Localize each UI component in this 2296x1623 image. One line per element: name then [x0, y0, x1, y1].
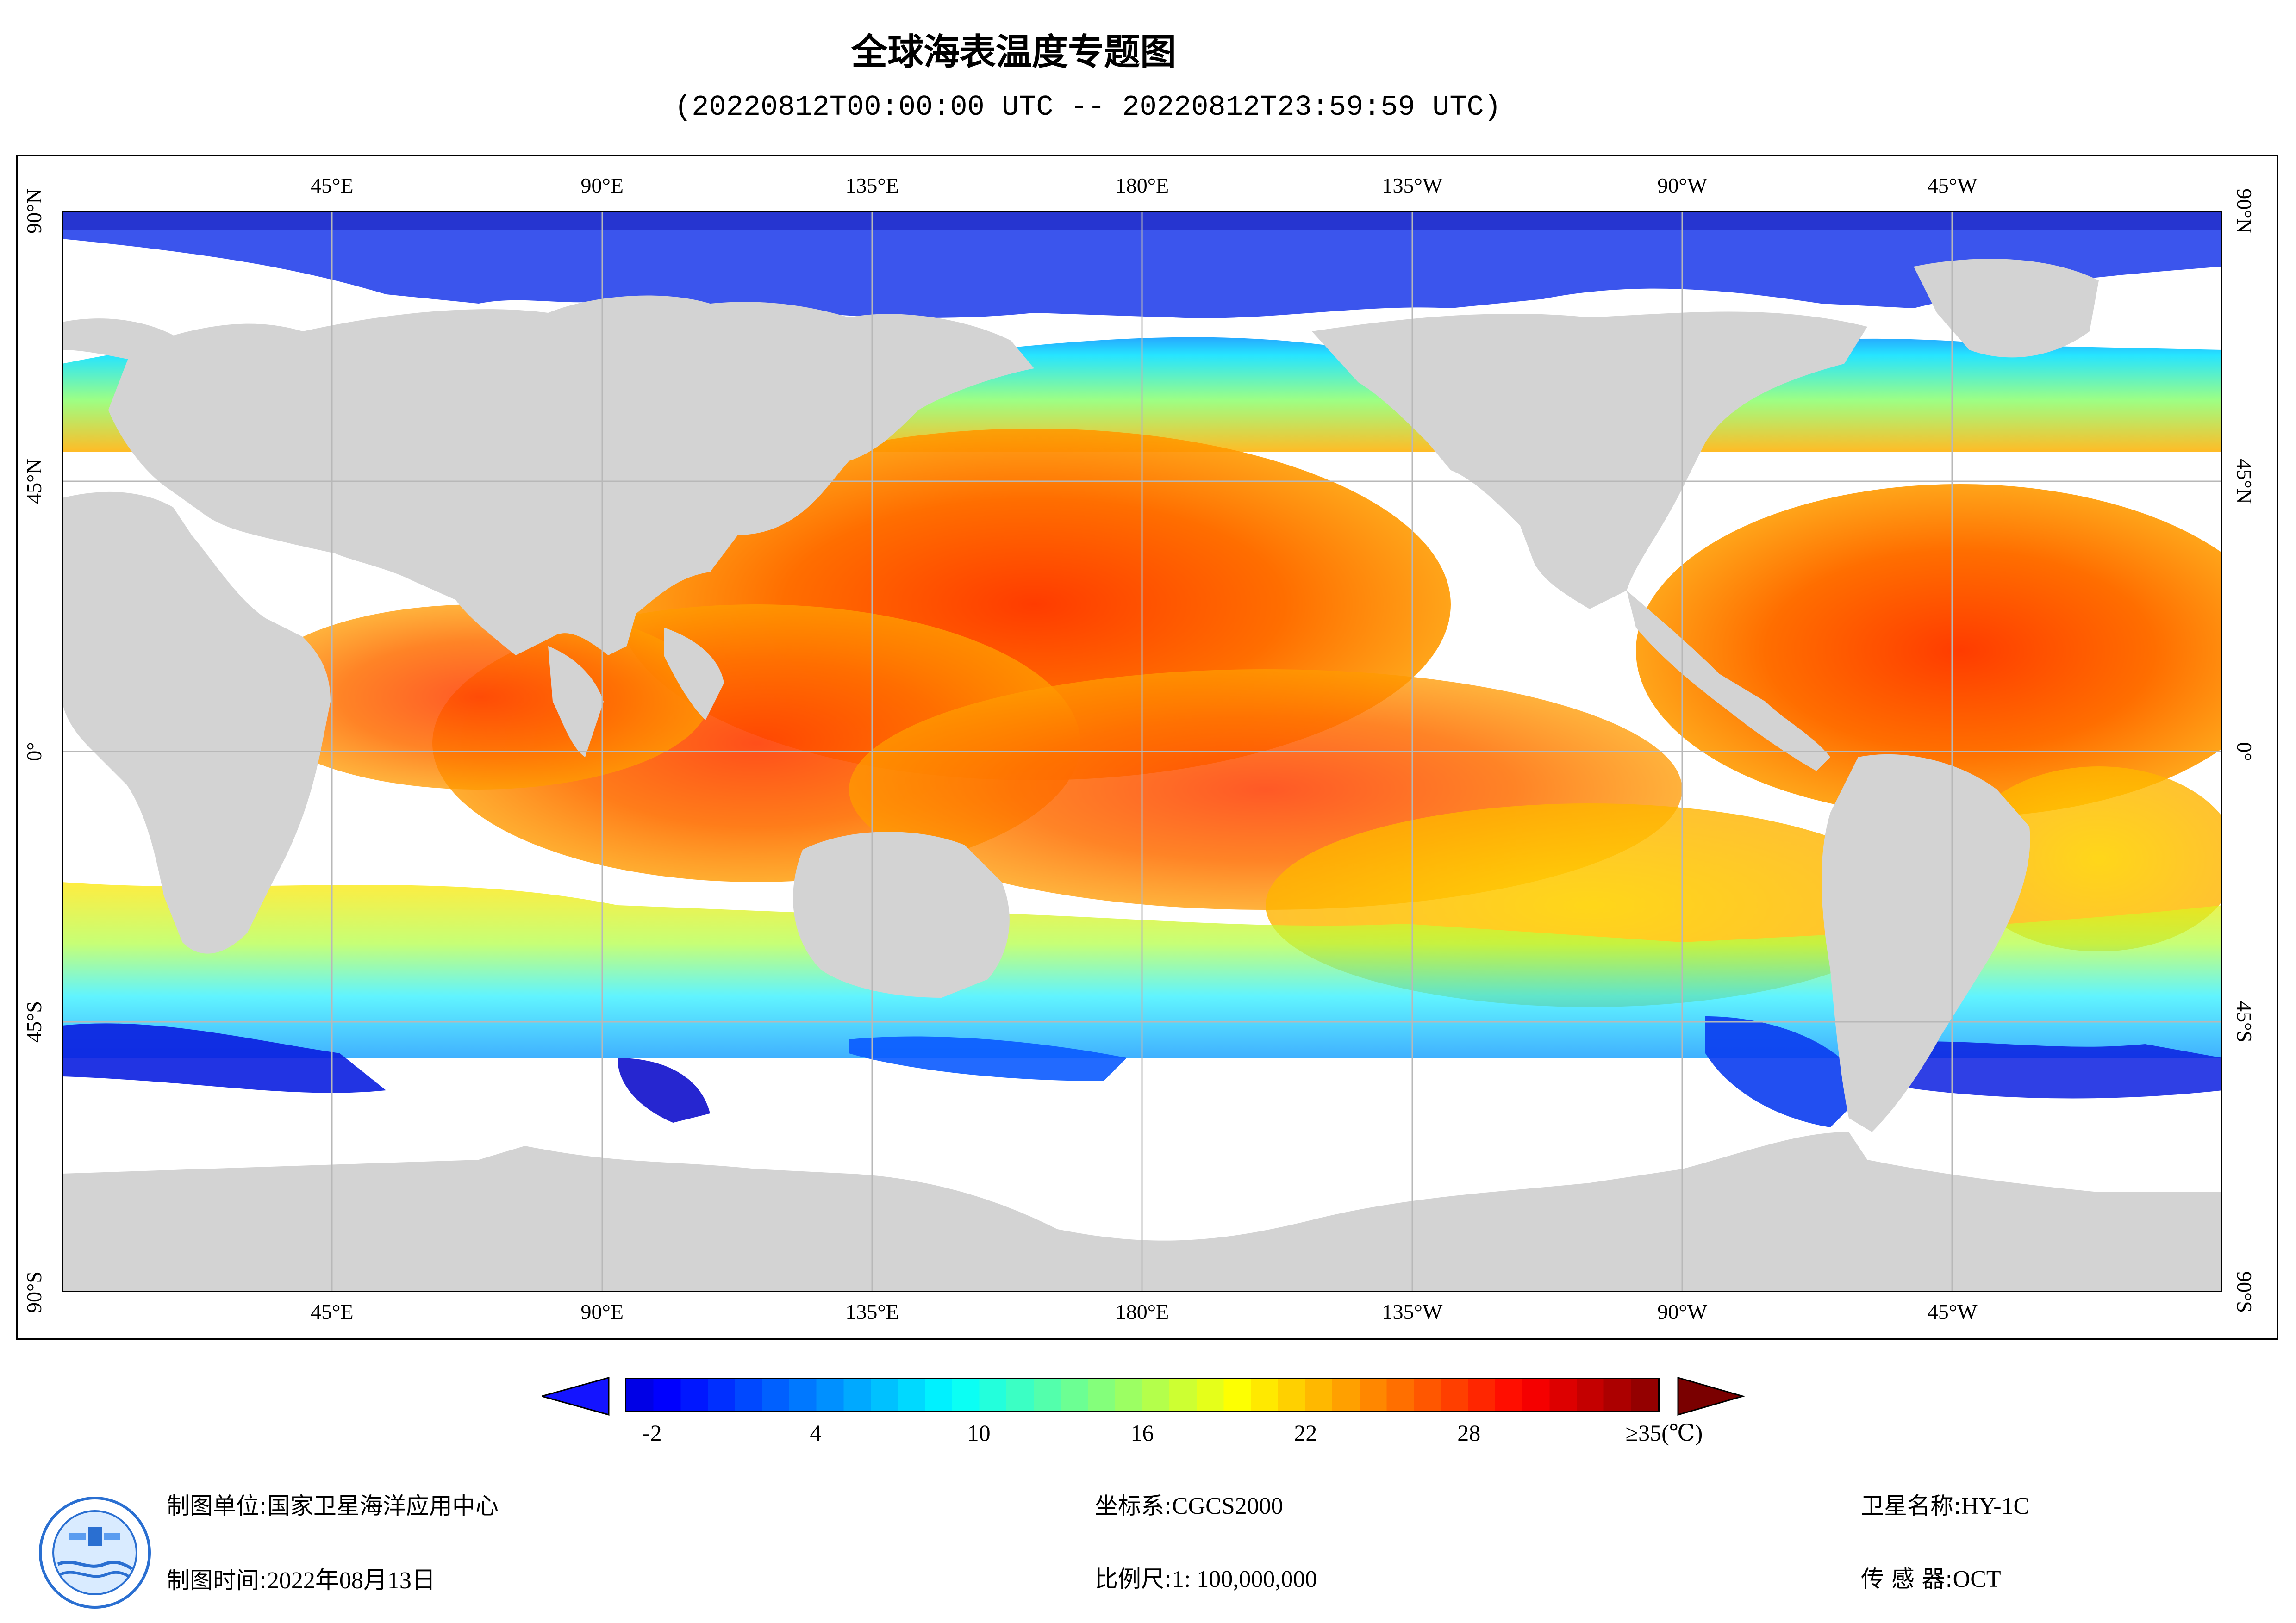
lon-label-top-4: 135°W	[1382, 174, 1443, 197]
lat-label-left-2: 0°	[22, 742, 46, 761]
eurasia	[108, 295, 1034, 655]
lat-label-right-3: 45°S	[2233, 1001, 2256, 1043]
scale-label: 比例尺:	[1095, 1566, 1172, 1592]
lon-label-top-1: 90°E	[580, 174, 624, 197]
southern-ocean-cold-3	[1705, 1016, 1867, 1127]
south-america	[1822, 754, 2030, 1132]
indian-subcontinent	[548, 646, 604, 757]
colorbar-tick-0: -2	[642, 1420, 662, 1446]
colorbar	[542, 1375, 1745, 1417]
nsoas-logo-icon	[39, 1497, 151, 1609]
scale: 比例尺:1: 100,000,000	[1095, 1561, 1317, 1594]
lon-label-bottom-1: 90°E	[580, 1300, 624, 1324]
mapping-time-label: 制图时间:	[167, 1567, 267, 1594]
map-inner-border	[62, 211, 2222, 1292]
lat-label-left-0: 90°N	[22, 188, 46, 234]
sensor-value: OCT	[1953, 1566, 2001, 1592]
lon-label-top-2: 135°E	[845, 174, 899, 197]
northern-europe-fragment	[62, 318, 182, 364]
mapping-unit-label: 制图单位:	[167, 1492, 267, 1519]
crs-label: 坐标系:	[1095, 1492, 1172, 1519]
map-title: 全球海表温度专题图	[851, 31, 1176, 73]
lon-label-top-0: 45°E	[311, 174, 354, 197]
colorbar-tick-6: ≥35(℃)	[1625, 1420, 1703, 1446]
lon-label-bottom-5: 90°W	[1657, 1300, 1708, 1324]
mapping-unit: 制图单位:国家卫星海洋应用中心	[167, 1487, 499, 1521]
southern-ocean-cold-5	[618, 1058, 710, 1123]
crs-value: CGCS2000	[1172, 1493, 1283, 1519]
lat-label-right-0: 90°N	[2233, 188, 2256, 234]
north-america	[1312, 311, 1867, 609]
lon-label-bottom-3: 180°E	[1115, 1300, 1169, 1324]
indochina	[664, 628, 724, 720]
central-america	[1627, 591, 1830, 771]
lat-label-left-3: 45°S	[22, 1001, 46, 1043]
lon-label-bottom-2: 135°E	[845, 1300, 899, 1324]
sensor-label: 传 感 器:	[1861, 1566, 1953, 1592]
graticule	[62, 211, 2222, 1292]
satellite: 卫星名称:HY-1C	[1861, 1487, 2029, 1521]
sst-map[interactable]	[62, 211, 2222, 1292]
colorbar-high-arrow	[1677, 1377, 1745, 1416]
mapping-time-value: 2022年08月13日	[267, 1567, 436, 1594]
map-frame	[16, 155, 2278, 1340]
lon-label-top-6: 45°W	[1927, 174, 1978, 197]
colorbar-tick-3: 16	[1130, 1420, 1154, 1446]
crs: 坐标系:CGCS2000	[1095, 1487, 1283, 1521]
colorbar-tick-2: 10	[967, 1420, 991, 1446]
scale-value: 1: 100,000,000	[1172, 1566, 1317, 1592]
southern-ocean-cold-1	[62, 1023, 386, 1093]
africa	[62, 491, 331, 954]
lat-label-left-1: 45°N	[22, 459, 46, 504]
satellite-label: 卫星名称:	[1861, 1492, 1961, 1519]
lon-label-bottom-6: 45°W	[1927, 1300, 1978, 1324]
south-atlantic-yellow	[1960, 766, 2222, 951]
mapping-time: 制图时间:2022年08月13日	[167, 1561, 436, 1595]
lat-label-left-4: 90°S	[22, 1271, 46, 1313]
sensor: 传 感 器:OCT	[1861, 1561, 2001, 1594]
lat-label-right-1: 45°N	[2233, 459, 2256, 504]
greenland	[1914, 259, 2099, 358]
lat-label-right-2: 0°	[2233, 742, 2256, 761]
lon-label-top-3: 180°E	[1115, 174, 1169, 197]
australia	[793, 832, 1010, 998]
southern-ocean-cold-2	[849, 1036, 1127, 1081]
lon-label-top-5: 90°W	[1657, 174, 1708, 197]
colorbar-low-arrow	[542, 1377, 610, 1416]
lon-label-bottom-4: 135°W	[1382, 1300, 1443, 1324]
colorbar-tick-5: 28	[1457, 1420, 1481, 1446]
mapping-unit-value: 国家卫星海洋应用中心	[267, 1492, 499, 1519]
colorbar-gradient	[625, 1378, 1660, 1412]
arabian-sea-warm	[247, 604, 710, 790]
satellite-value: HY-1C	[1961, 1493, 2030, 1519]
time-range-subtitle: (20220812T00:00:00 UTC -- 20220812T23:59…	[674, 91, 1501, 124]
colorbar-tick-1: 4	[810, 1420, 822, 1446]
lat-label-right-4: 90°S	[2233, 1271, 2256, 1313]
colorbar-tick-4: 22	[1294, 1420, 1317, 1446]
lon-label-bottom-0: 45°E	[311, 1300, 354, 1324]
southern-ocean-cold-4	[1867, 1041, 2222, 1099]
